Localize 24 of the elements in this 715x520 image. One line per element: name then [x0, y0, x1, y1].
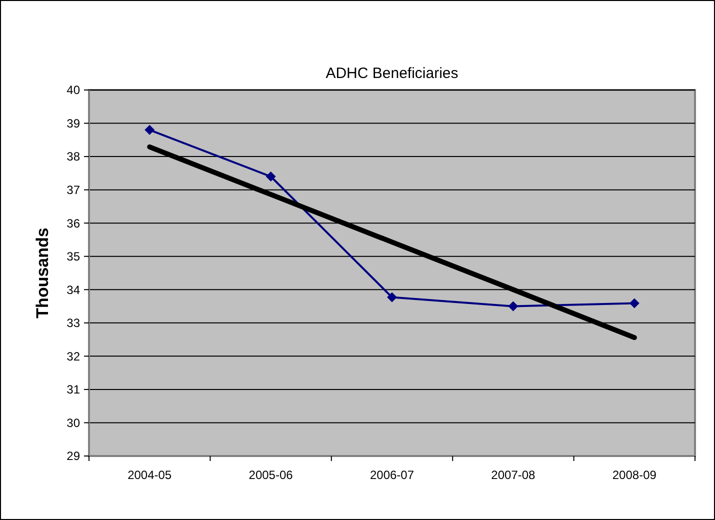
y-tick-label: 39 — [66, 116, 80, 130]
y-axis-title: Thousands — [33, 228, 52, 318]
y-tick-label: 30 — [66, 416, 80, 430]
y-tick-label: 36 — [66, 216, 80, 230]
y-tick-label: 34 — [66, 282, 80, 297]
y-tick-label: 35 — [66, 250, 80, 264]
x-tick-label: 2007-08 — [491, 468, 536, 482]
chart-title: ADHC Beneficiaries — [326, 65, 458, 82]
y-tick-label: 29 — [66, 449, 80, 464]
y-tick-label: 31 — [66, 382, 80, 397]
y-tick-label: 32 — [66, 349, 80, 364]
x-tick-label: 2005-06 — [248, 468, 294, 482]
x-tick-label: 2008-09 — [612, 468, 657, 482]
y-tick-label: 40 — [66, 83, 80, 98]
point — [266, 172, 276, 182]
point — [629, 298, 640, 308]
y-tick-label: 33 — [66, 316, 80, 330]
x-tick-label: 2004-05 — [128, 468, 172, 482]
point — [144, 124, 155, 135]
point — [387, 292, 397, 302]
y-tick-label: 38 — [66, 150, 80, 164]
point — [508, 301, 518, 312]
y-tick-label: 37 — [66, 183, 80, 198]
x-tick-label: 2006-07 — [370, 468, 414, 482]
